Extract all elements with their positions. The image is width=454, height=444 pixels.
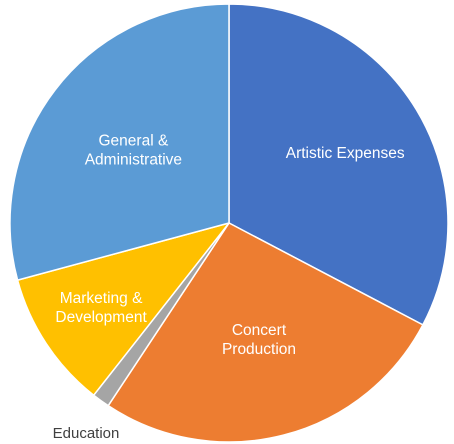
slice-label-artistic-expenses: Artistic Expenses xyxy=(286,145,405,162)
slice-label-line: Development xyxy=(55,309,147,326)
slice-label-marketing-development: Marketing & Development xyxy=(55,290,147,326)
slice-label-education: Education xyxy=(53,425,120,442)
slice-label-line: Artistic Expenses xyxy=(286,145,405,162)
slice-label-line: Marketing & xyxy=(60,290,143,307)
slice-label-general-administrative: General & Administrative xyxy=(85,132,182,168)
pie-slice-artistic-expenses xyxy=(228,3,449,326)
slice-label-line: Administrative xyxy=(85,151,182,168)
slice-label-line: Concert xyxy=(232,322,287,339)
pie-labels: Artistic Expenses Concert Production Educat… xyxy=(53,132,405,442)
slice-label-line: Education xyxy=(53,425,120,442)
pie-slices xyxy=(9,3,449,443)
pie-slice-general-administrative xyxy=(9,3,230,281)
slice-label-line: General & xyxy=(99,132,169,149)
pie-slice-concert-production xyxy=(107,222,424,443)
slice-label-line: Production xyxy=(222,341,296,358)
slice-label-concert-production: Concert Production xyxy=(222,322,296,358)
